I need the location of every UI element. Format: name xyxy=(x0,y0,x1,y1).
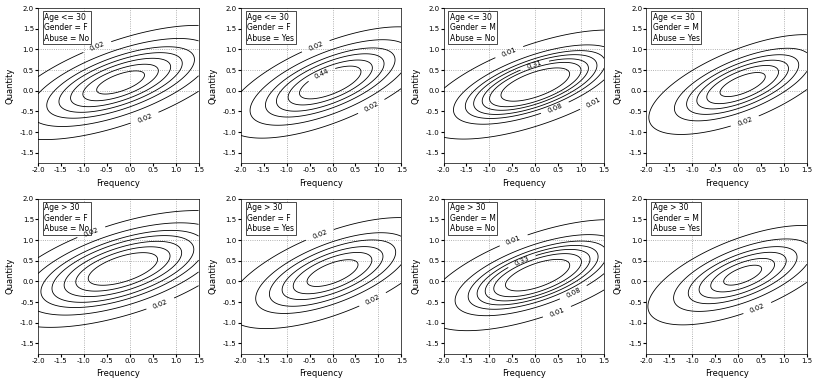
Text: 0.01: 0.01 xyxy=(501,46,518,58)
Text: Age <= 30
Gender = F
Abuse = Yes: Age <= 30 Gender = F Abuse = Yes xyxy=(247,13,294,43)
X-axis label: Frequency: Frequency xyxy=(704,179,748,188)
Text: 0.02: 0.02 xyxy=(89,41,106,52)
Text: 0.02: 0.02 xyxy=(83,226,100,237)
X-axis label: Frequency: Frequency xyxy=(502,369,546,379)
Text: Age <= 30
Gender = M
Abuse = Yes: Age <= 30 Gender = M Abuse = Yes xyxy=(653,13,699,43)
Text: 0.01: 0.01 xyxy=(506,234,522,246)
Y-axis label: Quantity: Quantity xyxy=(411,68,420,104)
Text: 0.02: 0.02 xyxy=(736,116,753,127)
Y-axis label: Quantity: Quantity xyxy=(209,68,218,104)
Text: Age <= 30
Gender = F
Abuse = No: Age <= 30 Gender = F Abuse = No xyxy=(44,13,90,43)
Text: 0.02: 0.02 xyxy=(364,293,381,306)
Y-axis label: Quantity: Quantity xyxy=(6,68,15,104)
Text: 0.02: 0.02 xyxy=(152,298,169,310)
Text: 0.02: 0.02 xyxy=(749,303,766,314)
X-axis label: Frequency: Frequency xyxy=(704,369,748,379)
Text: 0.02: 0.02 xyxy=(312,229,328,240)
Text: 0.08: 0.08 xyxy=(546,103,564,114)
Text: 0.44: 0.44 xyxy=(313,68,330,80)
Text: Age <= 30
Gender = M
Abuse = No: Age <= 30 Gender = M Abuse = No xyxy=(450,13,496,43)
Y-axis label: Quantity: Quantity xyxy=(614,258,622,295)
X-axis label: Frequency: Frequency xyxy=(97,179,140,188)
X-axis label: Frequency: Frequency xyxy=(97,369,140,379)
Text: Age > 30
Gender = F
Abuse = Yes: Age > 30 Gender = F Abuse = Yes xyxy=(247,203,294,233)
Text: 0.31: 0.31 xyxy=(526,60,543,70)
Text: Age > 30
Gender = M
Abuse = Yes: Age > 30 Gender = M Abuse = Yes xyxy=(653,203,699,233)
Text: 0.01: 0.01 xyxy=(585,96,602,109)
Text: 0.01: 0.01 xyxy=(549,306,565,318)
Y-axis label: Quantity: Quantity xyxy=(411,258,420,295)
Text: 0.02: 0.02 xyxy=(363,101,380,113)
X-axis label: Frequency: Frequency xyxy=(299,179,343,188)
Y-axis label: Quantity: Quantity xyxy=(614,68,622,104)
Text: Age > 30
Gender = M
Abuse = No: Age > 30 Gender = M Abuse = No xyxy=(450,203,496,233)
Y-axis label: Quantity: Quantity xyxy=(6,258,15,295)
Text: 0.33: 0.33 xyxy=(513,255,530,267)
X-axis label: Frequency: Frequency xyxy=(299,369,343,379)
Text: 0.02: 0.02 xyxy=(308,40,324,52)
Text: 0.08: 0.08 xyxy=(565,286,582,299)
Text: Age > 30
Gender = F
Abuse = No: Age > 30 Gender = F Abuse = No xyxy=(44,203,90,233)
X-axis label: Frequency: Frequency xyxy=(502,179,546,188)
Text: 0.02: 0.02 xyxy=(137,112,153,124)
Y-axis label: Quantity: Quantity xyxy=(209,258,218,295)
